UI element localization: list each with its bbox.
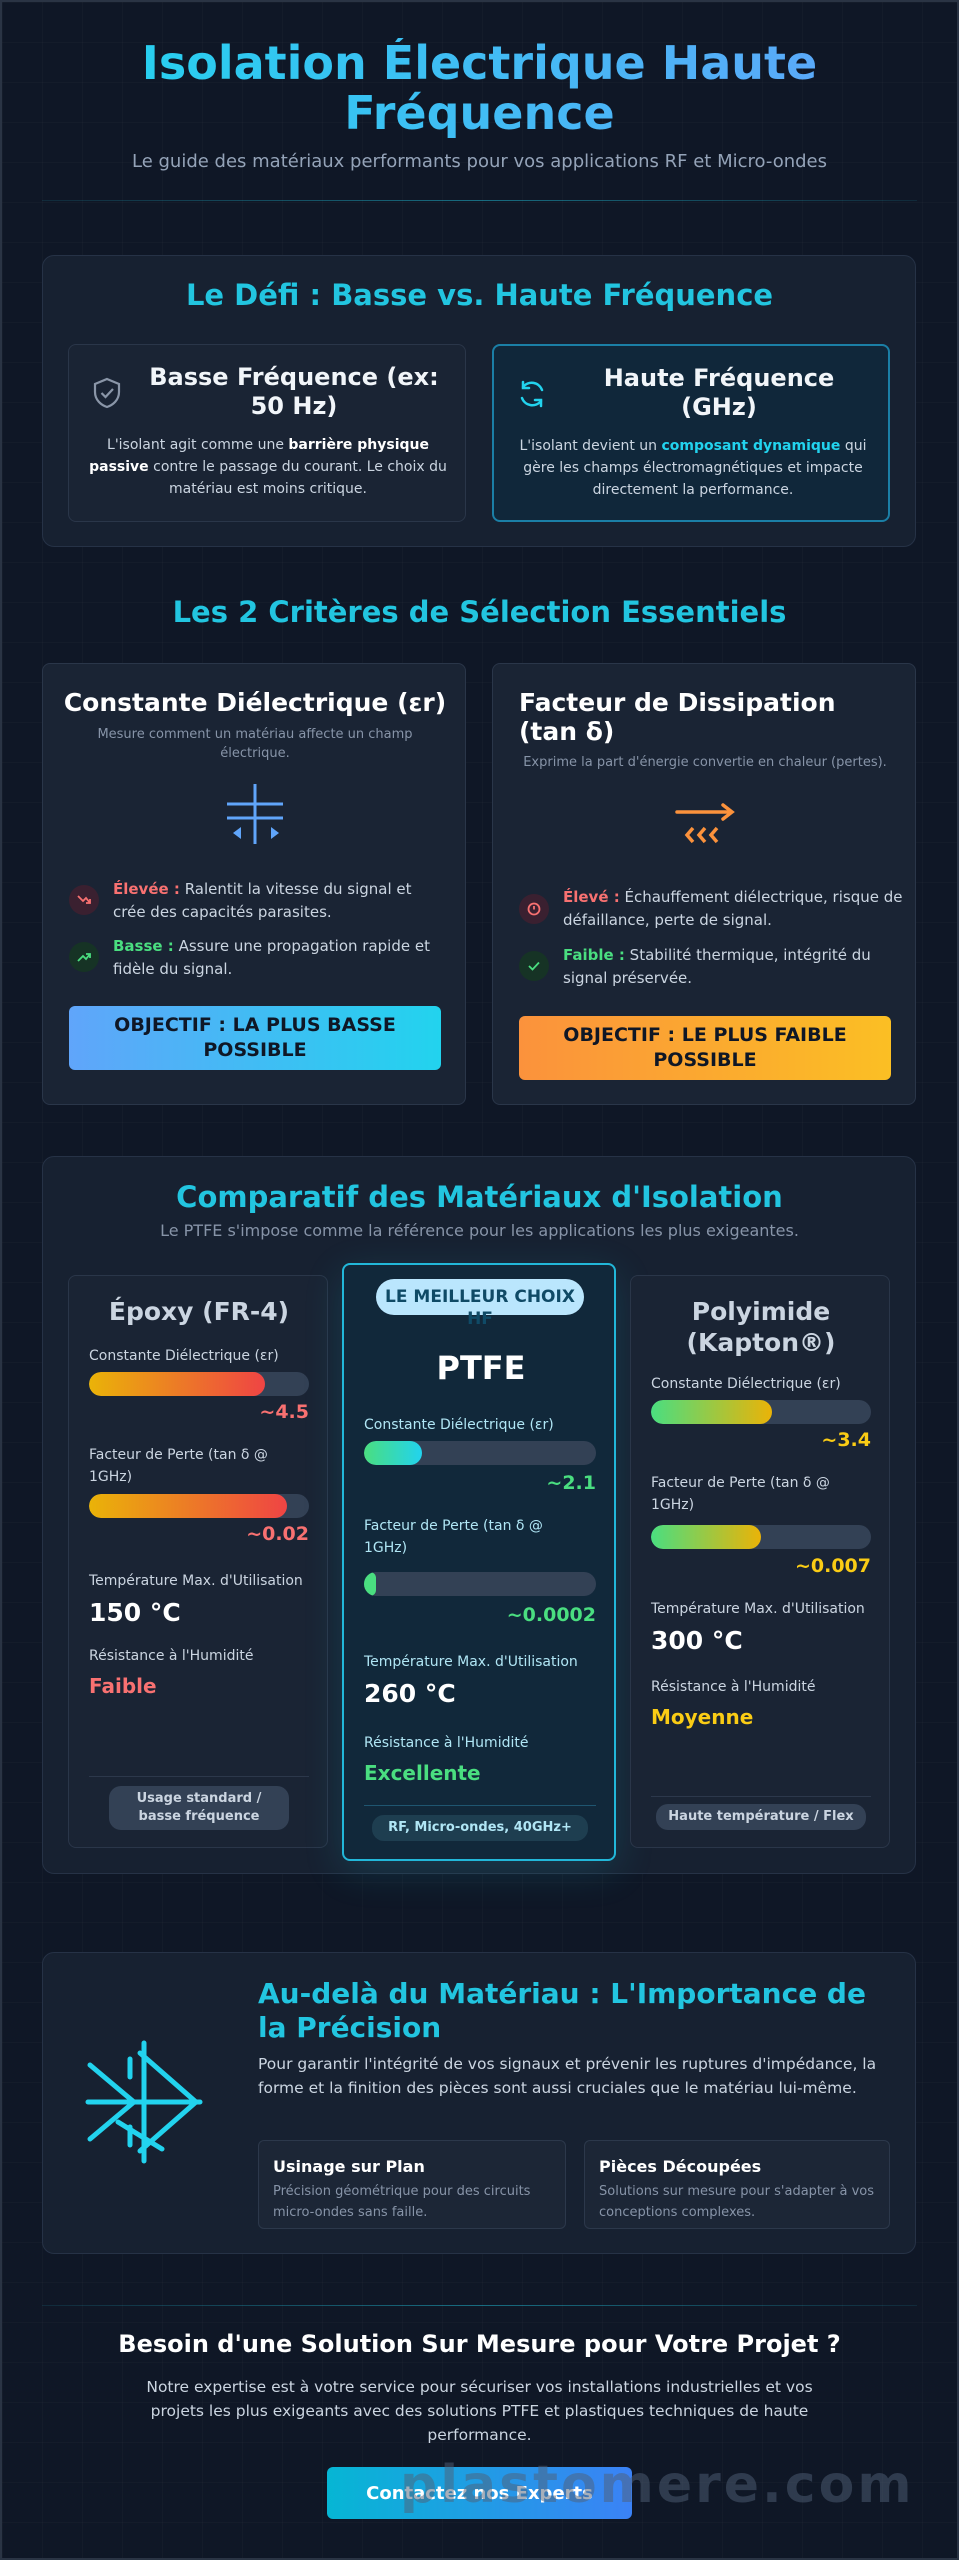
dielectric-bar-fill [364, 1441, 422, 1465]
trend-down-icon [69, 885, 99, 915]
dielectric-card: Constante Diélectrique (εr) Mesure comme… [42, 663, 466, 1105]
loss-bar-fill [89, 1494, 287, 1518]
dielectric-label: Constante Diélectrique (εr) [364, 1417, 554, 1433]
divider [42, 200, 917, 201]
feature-machining: Usinage sur Plan Précision géométrique p… [258, 2140, 566, 2229]
humidity-value: Excellente [364, 1761, 481, 1785]
temp-label: Température Max. d'Utilisation [651, 1601, 865, 1617]
dissipation-high: Élevé : Échauffement diélectrique, risqu… [563, 888, 903, 929]
criteria-title: Les 2 Critères de Sélection Essentiels [172, 595, 787, 629]
dielectric-value: ~2.1 [546, 1472, 596, 1494]
feature-desc: Précision géométrique pour des circuits … [273, 2184, 531, 2220]
loss-label: Facteur de Perte (tan δ @ 1GHz) [364, 1518, 543, 1556]
heat-icon [673, 802, 737, 856]
loss-bar [89, 1494, 309, 1518]
best-choice-badge: LE MEILLEUR CHOIX HF [376, 1279, 584, 1329]
dielectric-value: ~4.5 [259, 1401, 309, 1423]
feature-desc: Solutions sur mesure pour s'adapter à vo… [599, 2184, 875, 2220]
loss-label: Facteur de Perte (tan δ @ 1GHz) [89, 1447, 268, 1485]
dissipation-card: Facteur de Dissipation (tan δ) Exprime l… [492, 663, 916, 1105]
temp-value: 300 °C [651, 1626, 743, 1655]
loss-value: ~0.02 [246, 1523, 309, 1545]
dielectric-bar [651, 1400, 871, 1424]
card-divider [651, 1796, 871, 1797]
check-icon [519, 951, 549, 981]
shield-icon [89, 375, 125, 415]
card-divider [89, 1776, 309, 1777]
loss-bar [651, 1525, 871, 1549]
loss-label: Facteur de Perte (tan δ @ 1GHz) [651, 1475, 830, 1513]
humidity-label: Résistance à l'Humidité [89, 1648, 254, 1664]
usage-tag: Usage standard / basse fréquence [109, 1786, 289, 1830]
dielectric-bar-fill [651, 1400, 772, 1424]
refresh-icon [514, 376, 550, 416]
dielectric-high: Élevée : Ralentit la vitesse du signal e… [113, 880, 412, 921]
material-name: PTFE [436, 1349, 526, 1387]
high-frequency-card: Haute Fréquence (GHz) L'isolant devient … [492, 344, 890, 522]
dielectric-low: Basse : Assure une propagation rapide et… [113, 937, 430, 978]
dielectric-bar [364, 1441, 596, 1465]
page-title: Isolation Électrique Haute Fréquence [60, 38, 899, 138]
page-subtitle: Le guide des matériaux performants pour … [131, 151, 827, 172]
feature-cut-parts: Pièces Découpées Solutions sur mesure po… [584, 2140, 890, 2229]
material-card-polyimide: Polyimide (Kapton®) Constante Diélectriq… [630, 1275, 890, 1848]
warning-icon [519, 894, 549, 924]
temp-value: 260 °C [364, 1679, 456, 1708]
loss-bar-fill [651, 1525, 761, 1549]
dielectric-objective: OBJECTIF : LA PLUS BASSE POSSIBLE [69, 1006, 441, 1070]
dissipation-desc: Exprime la part d'énergie convertie en c… [523, 755, 887, 770]
loss-value: ~0.0002 [506, 1604, 596, 1626]
cta-title: Besoin d'une Solution Sur Mesure pour Vo… [118, 2330, 841, 2358]
dielectric-bar [89, 1372, 309, 1396]
dissipation-title: Facteur de Dissipation (tan δ) [519, 688, 836, 746]
humidity-value: Faible [89, 1674, 157, 1698]
temp-label: Température Max. d'Utilisation [364, 1654, 578, 1670]
low-frequency-text: L'isolant agit comme une barrière physiq… [89, 437, 447, 497]
contact-button[interactable]: Contactez nos Experts [327, 2467, 632, 2519]
dielectric-bar-fill [89, 1372, 265, 1396]
low-frequency-card: Basse Fréquence (ex: 50 Hz) L'isolant ag… [68, 344, 466, 522]
dissipation-low: Faible : Stabilité thermique, intégrité … [563, 946, 871, 987]
comparison-title: Comparatif des Matériaux d'Isolation [176, 1180, 783, 1214]
high-frequency-text: L'isolant devient un composant dynamique… [519, 438, 867, 498]
usage-tag: Haute température / Flex [656, 1804, 866, 1830]
low-frequency-title: Basse Fréquence (ex: 50 Hz) [149, 363, 439, 420]
dissipation-objective: OBJECTIF : LE PLUS FAIBLE POSSIBLE [519, 1016, 891, 1080]
temp-label: Température Max. d'Utilisation [89, 1573, 303, 1589]
loss-bar-fill [364, 1572, 376, 1596]
cta-text: Notre expertise est à votre service pour… [146, 2378, 813, 2444]
temp-value: 150 °C [89, 1598, 181, 1627]
precision-text: Pour garantir l'intégrité de vos signaux… [258, 2055, 877, 2097]
feature-title: Pièces Découpées [599, 2157, 762, 2176]
feature-title: Usinage sur Plan [273, 2157, 425, 2176]
material-card-ptfe: LE MEILLEUR CHOIX HF PTFE Constante Diél… [342, 1263, 616, 1861]
material-name: Polyimide (Kapton®) [686, 1297, 836, 1357]
dielectric-title: Constante Diélectrique (εr) [63, 688, 447, 717]
loss-bar [364, 1572, 596, 1596]
dielectric-label: Constante Diélectrique (εr) [651, 1376, 841, 1392]
card-divider [364, 1805, 596, 1806]
high-frequency-title: Haute Fréquence (GHz) [603, 364, 835, 421]
dielectric-desc: Mesure comment un matériau affecte un ch… [97, 727, 413, 761]
field-icon [223, 782, 287, 850]
material-card-epoxy: Époxy (FR-4) Constante Diélectrique (εr)… [68, 1275, 328, 1848]
comparison-subtitle: Le PTFE s'impose comme la référence pour… [160, 1221, 799, 1240]
challenge-title: Le Défi : Basse vs. Haute Fréquence [185, 278, 774, 312]
dielectric-label: Constante Diélectrique (εr) [89, 1348, 279, 1364]
divider [42, 2305, 917, 2306]
network-icon [84, 2037, 204, 2171]
humidity-label: Résistance à l'Humidité [651, 1679, 816, 1695]
material-name: Époxy (FR-4) [108, 1297, 290, 1326]
loss-value: ~0.007 [794, 1555, 871, 1577]
trend-up-icon [69, 942, 99, 972]
usage-tag: RF, Micro-ondes, 40GHz+ [372, 1815, 588, 1841]
humidity-label: Résistance à l'Humidité [364, 1735, 529, 1751]
humidity-value: Moyenne [651, 1705, 754, 1729]
dielectric-value: ~3.4 [821, 1429, 871, 1451]
precision-title: Au-delà du Matériau : L'Importance de la… [258, 1977, 866, 2044]
